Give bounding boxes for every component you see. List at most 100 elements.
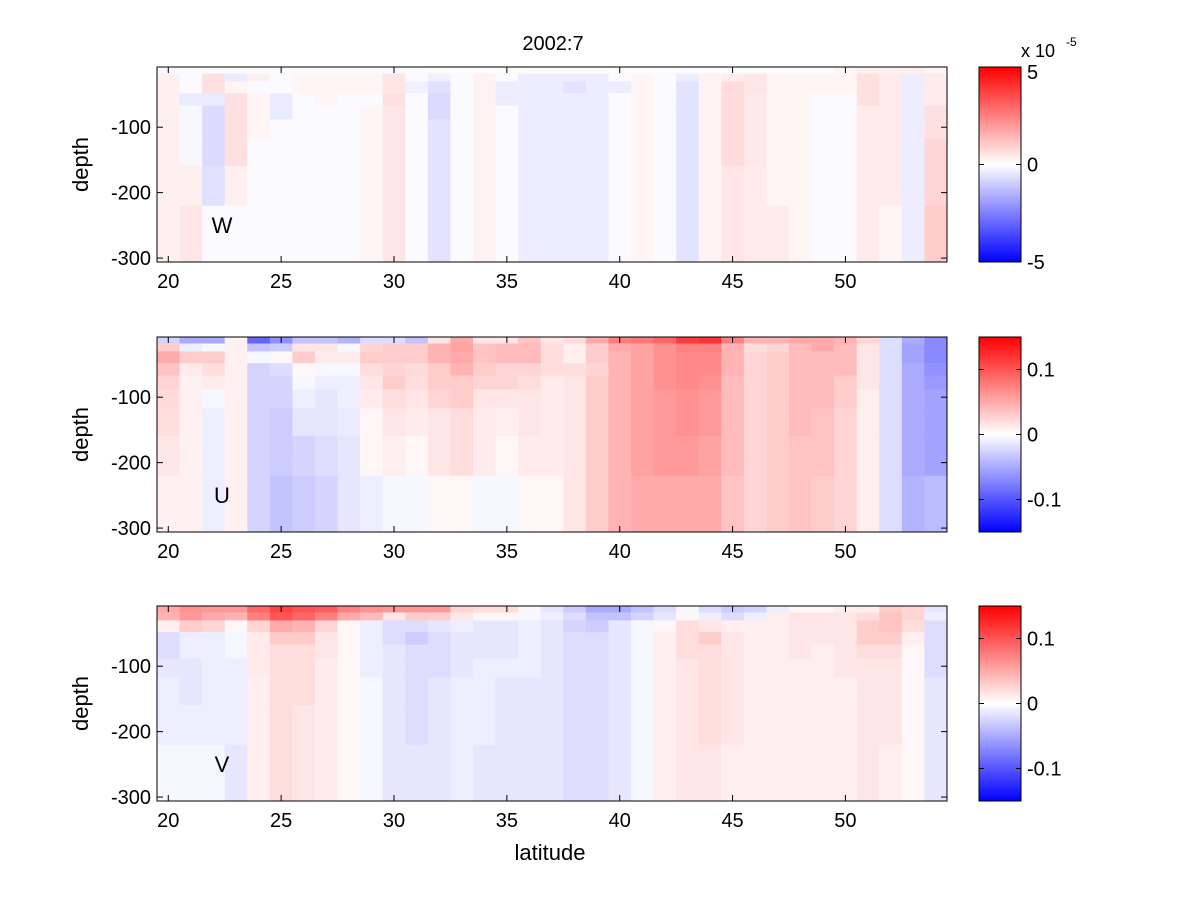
- heatmap-cell: [405, 644, 429, 659]
- heatmap-cell: [879, 632, 903, 645]
- heatmap-cell: [789, 620, 812, 633]
- heatmap-cell: [269, 658, 293, 678]
- heatmap-cell: [811, 620, 835, 633]
- heatmap-cell: [405, 475, 429, 533]
- heatmap-cell: [585, 375, 609, 390]
- heatmap-cell: [766, 343, 790, 352]
- heatmap-cell: [834, 93, 858, 106]
- x-tick-label: 25: [270, 810, 292, 832]
- heatmap-cell: [450, 165, 474, 207]
- heatmap-cell: [653, 343, 677, 352]
- heatmap-cell: [450, 475, 474, 533]
- heatmap-cell: [698, 375, 722, 390]
- heatmap-cell: [360, 351, 384, 364]
- heatmap-cell: [540, 73, 564, 82]
- heatmap-cell: [518, 612, 542, 621]
- heatmap-cell: [202, 475, 226, 533]
- heatmap-cell: [315, 435, 338, 477]
- heatmap-cell: [473, 165, 496, 207]
- y-tick-label: -300: [111, 787, 151, 809]
- heatmap-cell: [585, 67, 609, 74]
- heatmap-cell: [608, 475, 632, 533]
- heatmap-cell: [563, 389, 587, 409]
- heatmap-cell: [856, 644, 880, 659]
- heatmap-cell: [157, 408, 180, 437]
- heatmap-cell: [653, 351, 677, 364]
- heatmap-cell: [924, 165, 948, 207]
- heatmap-cell: [427, 105, 451, 120]
- heatmap-cell: [269, 205, 293, 263]
- heatmap-cell: [563, 205, 587, 263]
- heatmap-cell: [698, 119, 722, 139]
- heatmap-cell: [360, 138, 384, 167]
- heatmap-cell: [743, 363, 767, 376]
- heatmap-cell: [924, 606, 948, 613]
- heatmap-cell: [224, 337, 248, 344]
- heatmap-cell: [608, 73, 632, 82]
- heatmap-cell: [653, 119, 677, 139]
- heatmap-cell: [427, 632, 451, 645]
- heatmap-cell: [721, 119, 745, 139]
- heatmap-cell: [450, 105, 474, 120]
- heatmap-cell: [292, 408, 316, 437]
- heatmap-cell: [540, 644, 564, 659]
- heatmap-cell: [337, 658, 361, 678]
- heatmap-cell: [518, 165, 542, 207]
- heatmap-cell: [247, 93, 271, 106]
- heatmap-cell: [721, 644, 745, 659]
- heatmap-cell: [360, 408, 384, 437]
- heatmap-cell: [608, 375, 632, 390]
- heatmap-cell: [247, 644, 271, 659]
- heatmap-cell: [585, 744, 609, 802]
- heatmap-cell: [811, 119, 835, 139]
- heatmap-cell: [608, 105, 632, 120]
- heatmap-cell: [901, 612, 925, 621]
- heatmap-cell: [540, 704, 564, 746]
- heatmap-cell: [495, 73, 519, 82]
- heatmap-cells: [157, 606, 948, 802]
- heatmap-cell: [495, 119, 519, 139]
- heatmap-cell: [495, 677, 519, 706]
- heatmap-cell: [631, 389, 654, 409]
- heatmap-cell: [315, 93, 338, 106]
- heatmap-cell: [608, 93, 632, 106]
- heatmap-cell: [879, 343, 903, 352]
- heatmap-cell: [269, 105, 293, 120]
- heatmap-cell: [811, 475, 835, 533]
- heatmap-cell: [247, 343, 271, 352]
- heatmap-cell: [721, 435, 745, 477]
- heatmap-cell: [337, 105, 361, 120]
- heatmap-cell: [315, 81, 338, 94]
- heatmap-cell: [743, 677, 767, 706]
- heatmap-cell: [157, 105, 180, 120]
- heatmap-cell: [879, 435, 903, 477]
- heatmap-cell: [179, 81, 203, 94]
- heatmap-cell: [811, 375, 835, 390]
- panel-label: W: [212, 213, 233, 238]
- heatmap-cell: [269, 165, 293, 207]
- heatmap-cell: [360, 363, 384, 376]
- heatmap-cell: [721, 93, 745, 106]
- heatmap-cell: [382, 81, 406, 94]
- heatmap-cell: [292, 363, 316, 376]
- x-tick-label: 30: [383, 810, 405, 832]
- heatmap-cell: [676, 744, 700, 802]
- heatmap-cell: [879, 363, 903, 376]
- heatmap-cell: [202, 93, 226, 106]
- heatmap-cell: [924, 73, 948, 82]
- heatmap-cell: [631, 644, 654, 659]
- heatmap-cell: [224, 435, 248, 477]
- heatmap-cell: [879, 351, 903, 364]
- heatmap-cell: [382, 389, 406, 409]
- y-tick-label: -200: [111, 183, 151, 205]
- heatmap-cell: [608, 658, 632, 678]
- heatmap-cell: [360, 389, 384, 409]
- heatmap-cell: [924, 620, 948, 633]
- heatmap-cell: [518, 677, 542, 706]
- heatmap-cell: [901, 343, 925, 352]
- heatmap-cell: [743, 93, 767, 106]
- heatmap-cell: [585, 73, 609, 82]
- heatmap-cell: [382, 73, 406, 82]
- heatmap-cell: [901, 67, 925, 74]
- heatmap-cell: [585, 363, 609, 376]
